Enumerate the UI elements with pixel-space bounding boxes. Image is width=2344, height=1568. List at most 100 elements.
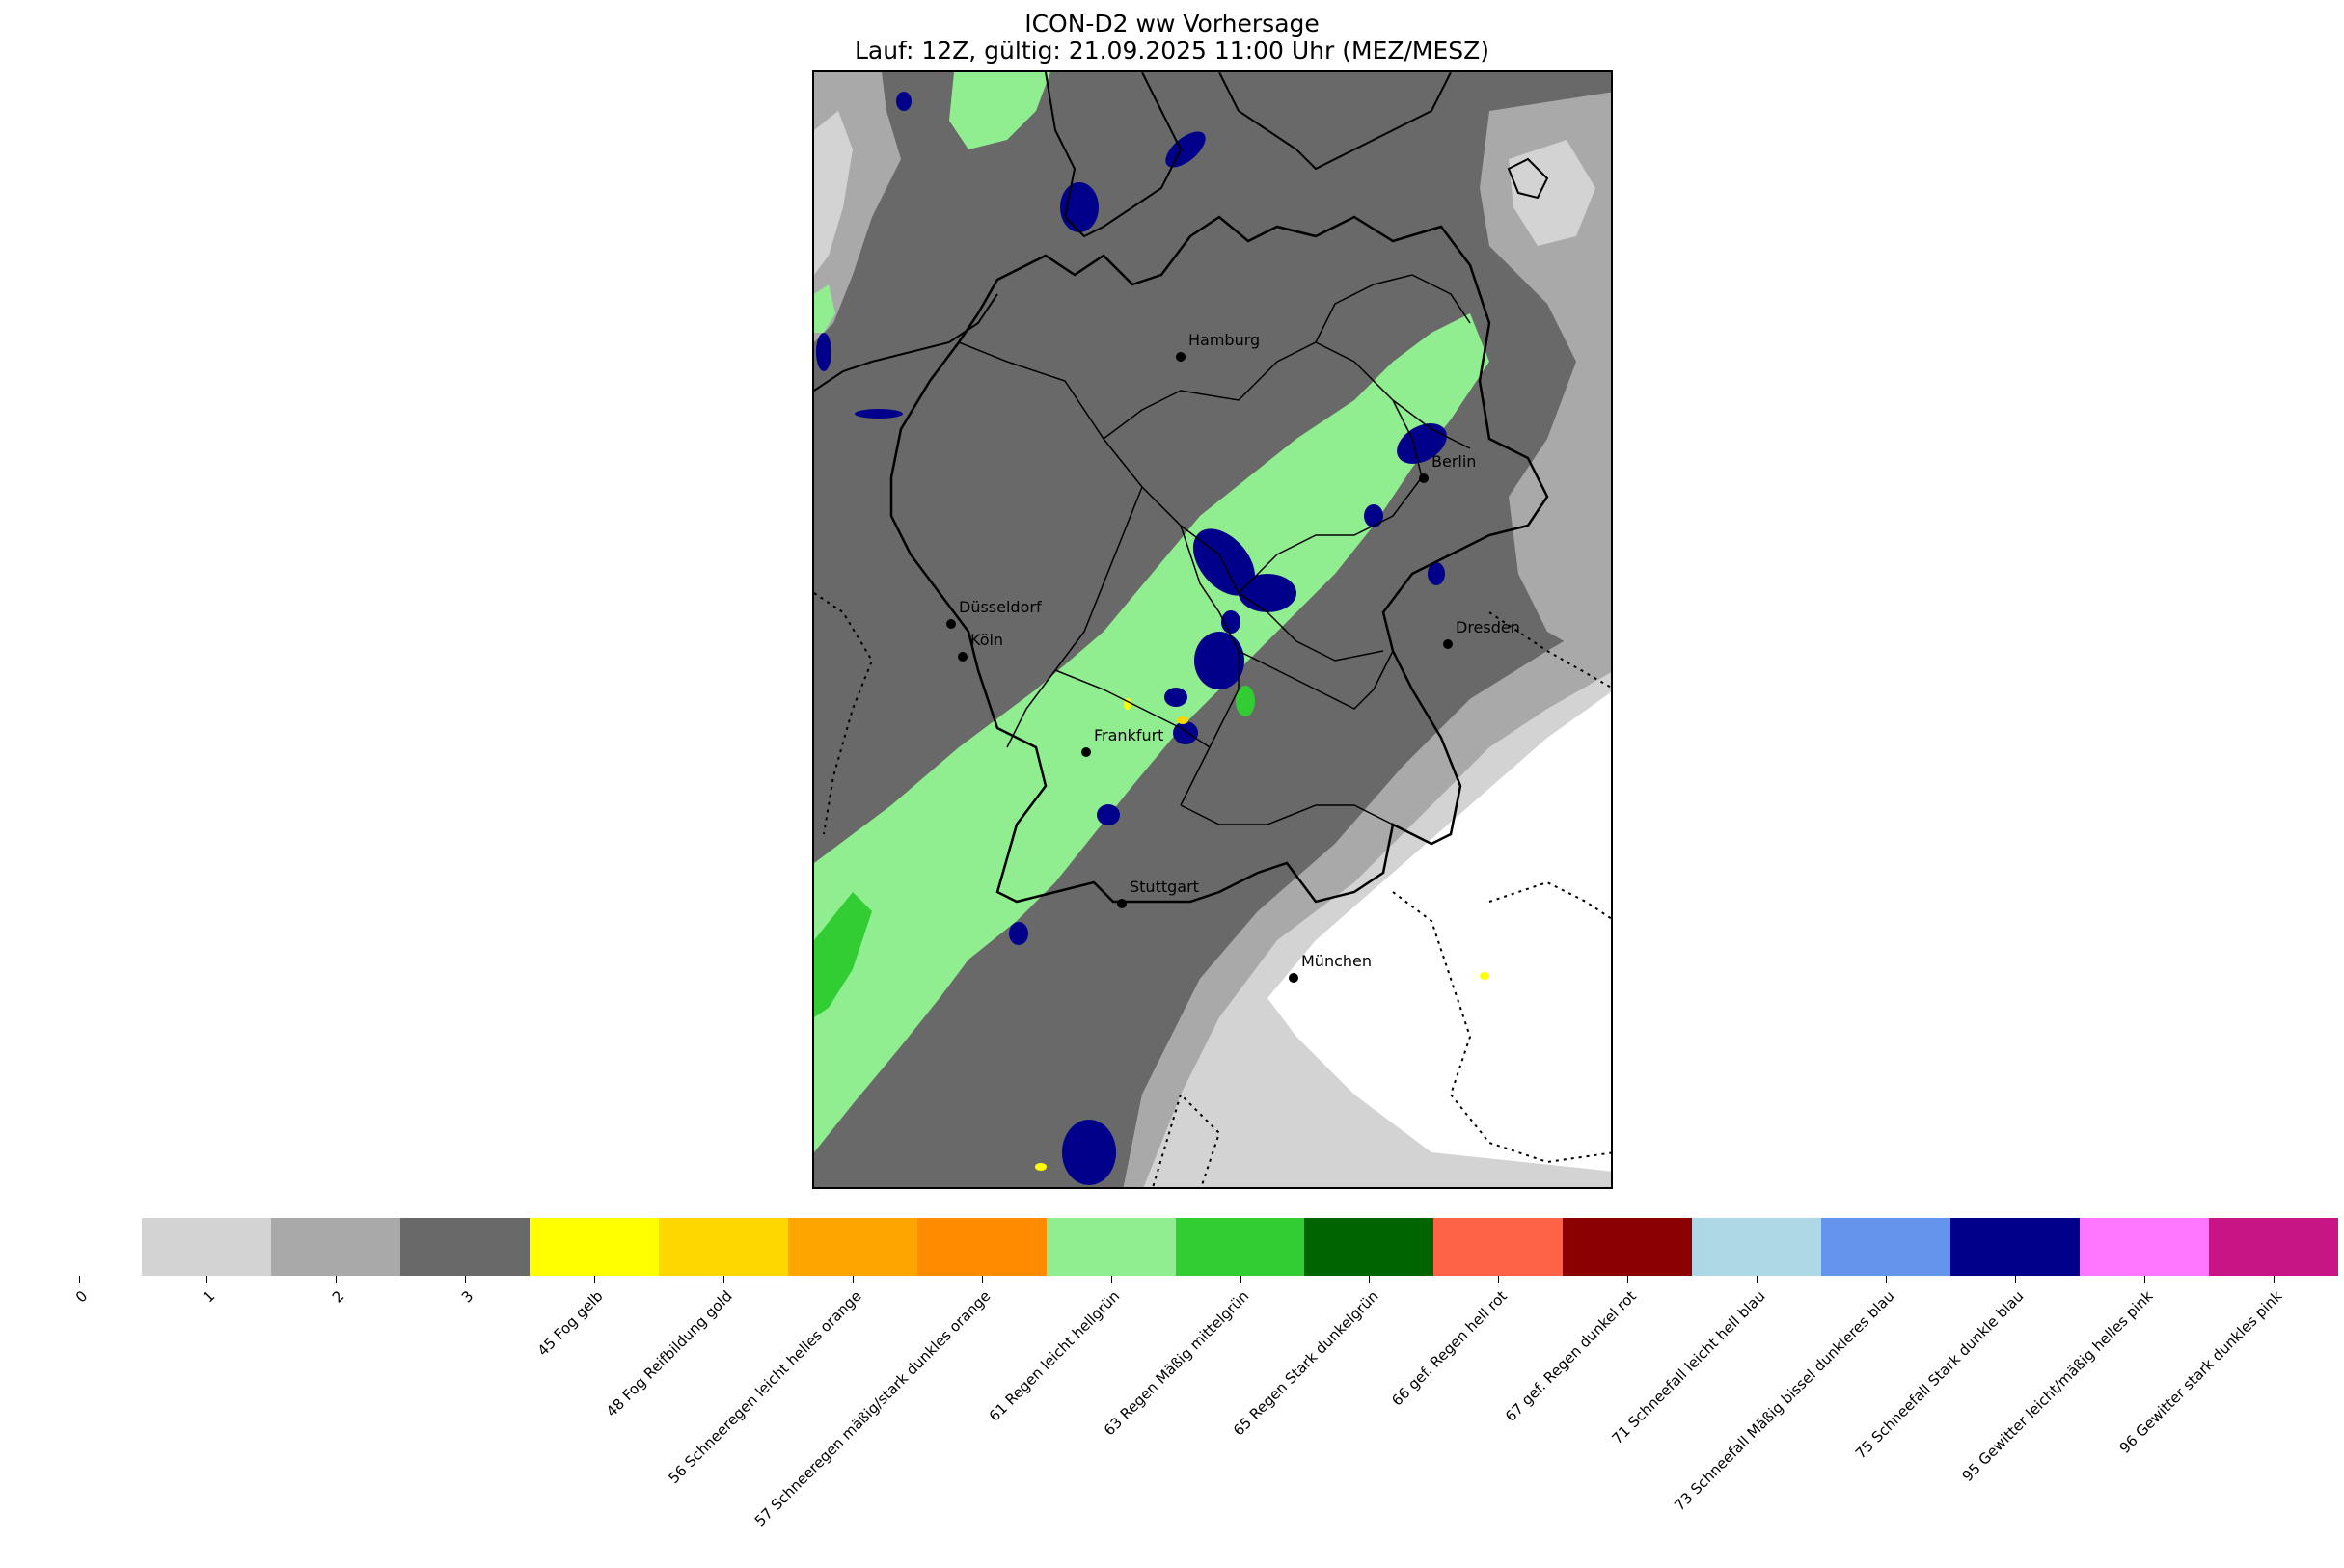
- snow-heavy-cell-8: [1009, 922, 1028, 945]
- colorbar-tick: [1110, 1276, 1112, 1283]
- city-label-berlin: Berlin: [1431, 452, 1477, 471]
- colorbar-swatch: [1046, 1218, 1176, 1276]
- colorbar-tick: [1498, 1276, 1500, 1283]
- clear-sky-area-southeast: [1267, 691, 1611, 1172]
- colorbar-swatch: [270, 1218, 400, 1276]
- germany-border: [889, 215, 1549, 904]
- colorbar-tick-label: 67 gef. Regen dunkel rot: [1502, 1287, 1641, 1425]
- colorbar-tick: [2144, 1276, 2146, 1283]
- colorbar-swatch: [1433, 1218, 1564, 1276]
- colorbar-swatch: [1821, 1218, 1951, 1276]
- snow-heavy-cell-11: [1364, 504, 1383, 527]
- forecast-map: Hamburg Berlin Düsseldorf Köln Dresden F…: [812, 70, 1613, 1189]
- colorbar-tick-label: 61 Regen leicht hellgrün: [985, 1287, 1124, 1425]
- snow-heavy-cell-4: [1221, 610, 1240, 634]
- fog-spot-3: [1480, 972, 1489, 980]
- snow-heavy-cell-15: [816, 333, 831, 371]
- colorbar-tick: [1240, 1276, 1241, 1283]
- snow-heavy-cell-16: [855, 409, 903, 419]
- city-label-muenchen: München: [1301, 952, 1373, 970]
- colorbar-tick: [464, 1276, 466, 1283]
- colorbar-tick-label: 63 Regen Mäßig mittelgrün: [1100, 1287, 1253, 1440]
- colorbar-swatch: [1175, 1218, 1305, 1276]
- colorbar-tick-label: 73 Schneefall Mäßig bissel dunkleres bla…: [1671, 1287, 1898, 1515]
- chart-subtitle: Lauf: 12Z, gültig: 21.09.2025 11:00 Uhr …: [854, 37, 1490, 65]
- colorbar-swatch: [142, 1218, 271, 1276]
- snow-heavy-cell-2: [1239, 574, 1296, 612]
- city-marker-frankfurt: [1081, 747, 1091, 757]
- rain-light-patch-northwest: [814, 284, 835, 333]
- colorbar-tick: [722, 1276, 724, 1283]
- colorbar-tick: [1757, 1276, 1758, 1283]
- snow-heavy-cell-1: [1192, 528, 1256, 596]
- colorbar-tick: [205, 1276, 207, 1283]
- city-label-dresden: Dresden: [1456, 618, 1520, 636]
- rain-moderate-patch-west: [814, 892, 872, 1017]
- neighbour-borders: [814, 592, 1611, 1187]
- colorbar-swatch: [916, 1218, 1047, 1276]
- city-marker-berlin: [1419, 473, 1429, 483]
- denmark-coast: [1045, 72, 1549, 238]
- colorbar-swatch: [1563, 1218, 1693, 1276]
- colorbar-tick-label: 57 Schneeregen mäßig/stark dunkles orang…: [750, 1287, 995, 1530]
- colorbar-swatch: [1950, 1218, 2081, 1276]
- colorbar-tick: [2274, 1276, 2276, 1283]
- colorbar-tick: [852, 1276, 854, 1283]
- cloud-cover-2-area-southeast: [1123, 614, 1611, 1187]
- cloud-cover-3-band-gap: [1026, 651, 1335, 940]
- city-label-hamburg: Hamburg: [1188, 331, 1261, 349]
- city-marker-stuttgart: [1117, 899, 1127, 908]
- forecast-map-graphic: [814, 72, 1611, 1187]
- colorbar-swatch: [658, 1218, 788, 1276]
- colorbar-tick: [1886, 1276, 1888, 1283]
- fog-spot-4: [1035, 1163, 1047, 1171]
- city-marker-koeln: [958, 652, 968, 662]
- colorbar-tick: [79, 1276, 80, 1283]
- colorbar-tick: [1627, 1276, 1629, 1283]
- city-marker-muenchen: [1289, 973, 1298, 983]
- snow-heavy-cell-12: [1428, 562, 1445, 585]
- colorbar-swatch: [1692, 1218, 1822, 1276]
- snow-heavy-cell-7: [1097, 804, 1120, 825]
- colorbar-tick-label: 71 Schneefall leicht hell blau: [1608, 1287, 1769, 1448]
- colorbar-tick: [981, 1276, 983, 1283]
- colorbar-tick-label: 0: [72, 1287, 92, 1307]
- colorbar-tick-label: 2: [329, 1287, 348, 1307]
- city-marker-dresden: [1443, 639, 1453, 649]
- chart-title: ICON-D2 ww Vorhersage: [1024, 10, 1320, 38]
- netherlands-coast: [814, 293, 998, 392]
- cloud-cover-2-area-northeast: [1480, 92, 1611, 668]
- city-label-duesseldorf: Düsseldorf: [959, 598, 1042, 616]
- colorbar-swatch: [2080, 1218, 2209, 1276]
- snow-heavy-cell-3: [1194, 632, 1244, 689]
- colorbar-swatch: [399, 1218, 530, 1276]
- city-marker-duesseldorf: [946, 619, 956, 629]
- city-label-koeln: Köln: [970, 631, 1004, 649]
- rain-moderate-patch-center: [1236, 686, 1255, 716]
- state-borders: [958, 274, 1471, 825]
- snow-heavy-cell-5: [1164, 688, 1187, 707]
- colorbar: [142, 1218, 2338, 1276]
- cloud-cover-1-area-west: [814, 111, 853, 275]
- colorbar-tick: [2015, 1276, 2017, 1283]
- colorbar-tick-label: 48 Fog Reifbildung gold: [602, 1287, 736, 1420]
- rain-light-patch-north: [949, 72, 1050, 149]
- cloud-cover-1-area-northeast: [1509, 140, 1595, 246]
- snow-heavy-cell-9: [1062, 1120, 1116, 1185]
- fog-spot-1: [1177, 716, 1188, 724]
- city-marker-hamburg: [1176, 352, 1186, 362]
- colorbar-tick: [593, 1276, 595, 1283]
- colorbar-swatch: [787, 1218, 917, 1276]
- colorbar-swatch: [2209, 1218, 2338, 1276]
- city-label-frankfurt: Frankfurt: [1094, 726, 1164, 744]
- snow-heavy-cell-6: [1173, 721, 1198, 744]
- rain-light-band: [814, 313, 1489, 1152]
- colorbar-tick-label: 65 Regen Stark dunkelgrün: [1229, 1287, 1382, 1440]
- colorbar-tick: [335, 1276, 337, 1283]
- colorbar-tick-label: 45 Fog gelb: [533, 1287, 607, 1360]
- colorbar-swatch: [529, 1218, 659, 1276]
- city-label-stuttgart: Stuttgart: [1130, 878, 1199, 896]
- colorbar-tick: [1369, 1276, 1371, 1283]
- colorbar-swatch: [1304, 1218, 1434, 1276]
- colorbar-tick-label: 1: [200, 1287, 219, 1307]
